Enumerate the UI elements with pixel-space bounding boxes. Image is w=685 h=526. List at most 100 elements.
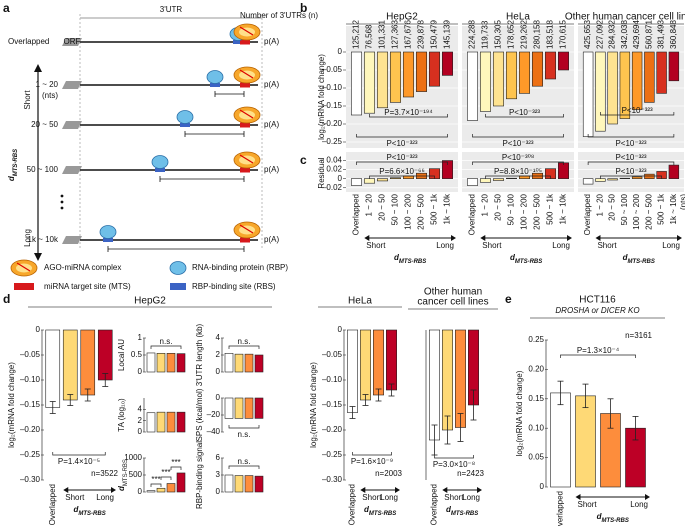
y-axis-label: SPS (kcal/mol) [195, 388, 204, 441]
x-tick-label: 20 ~ 50 [378, 193, 387, 220]
short-label: Short [578, 500, 598, 509]
panel-label: e [505, 292, 512, 306]
y-axis-label: log₂(mRNA fold change) [7, 362, 16, 448]
y-tick-label: 0.20 [528, 365, 544, 374]
y-tick-label: –0.25 [322, 450, 343, 459]
bar [363, 51, 375, 114]
y-axis-text: SPS (kcal/mol) [195, 388, 204, 441]
y-tick-label: –0.05 [20, 350, 41, 359]
bar [45, 329, 61, 408]
annotation: n.s. [238, 337, 251, 346]
x-tick-label: 100 ~ 200 [632, 193, 641, 229]
arrow-head [677, 235, 682, 241]
arrow-head [111, 487, 116, 493]
y-tick-label: 2 [138, 416, 143, 425]
orf [62, 81, 82, 89]
mirna [239, 69, 254, 79]
x-axis-label: dMTS-RBS [510, 253, 542, 264]
bar [156, 487, 166, 493]
ellipsis-dot [60, 206, 64, 210]
short-label: Short [597, 241, 617, 250]
bar [389, 51, 401, 103]
bar [479, 51, 491, 112]
legend-text: RNA-binding protein (RBP) [192, 263, 288, 272]
annotation: P=3.7×10⁻¹⁹⁴ [384, 108, 433, 117]
bar [557, 51, 569, 71]
annotation: P<10⁻³⁰⁸ [502, 153, 534, 162]
y-tick-label: 0 [138, 427, 143, 436]
short-label: Short [482, 241, 502, 250]
ellipsis-dot [60, 200, 64, 204]
row-label: 20 ~ 50 [31, 120, 58, 129]
polya: p(A) [264, 235, 279, 244]
x-tick-label: Overlapped [468, 194, 477, 235]
bar [557, 162, 569, 179]
bracket [356, 134, 448, 138]
mirna [16, 262, 31, 272]
y-tick-label: 0 [338, 47, 343, 56]
short-label: Short [362, 493, 382, 502]
y-tick-label: –0.10 [322, 375, 343, 384]
bracket [170, 466, 182, 470]
bar [244, 475, 254, 493]
bracket [600, 112, 675, 116]
ellipsis-dot [60, 194, 64, 198]
polya: p(A) [264, 37, 279, 46]
bar [582, 178, 594, 185]
y-tick-label: 0 [216, 367, 221, 376]
annotation: P=1.6×10⁻⁹ [351, 457, 393, 466]
y-axis-label: log₂(mRNA fold change) [309, 362, 318, 448]
error-bar [388, 383, 395, 397]
x-tick-label: 20 ~ 50 [494, 193, 503, 220]
annotation: P<10⁻³²³ [509, 108, 540, 117]
bar [441, 160, 453, 179]
n-label: 119,733 [481, 20, 490, 49]
n-label: 127,363 [391, 20, 400, 49]
x-axis-letter: d [597, 512, 603, 521]
bar [582, 51, 594, 137]
error-bar [470, 389, 477, 421]
error-bar [444, 415, 451, 445]
orf [62, 236, 82, 244]
n-label: 284,932 [608, 20, 617, 49]
n-label: 167,676 [404, 20, 413, 49]
arrow-head [595, 235, 601, 241]
chart-title: cancer cell lines [417, 297, 488, 308]
rbp [169, 261, 187, 275]
panel-label: b [300, 1, 307, 15]
y-axis-label: Local AU [117, 339, 126, 371]
x-axis-label: dMTS-RBS [394, 253, 426, 264]
legend-mts [14, 283, 34, 290]
y-tick-label: –0.05 [322, 350, 343, 359]
bracket [434, 455, 474, 459]
bar [176, 353, 186, 373]
long-label: Long [662, 241, 680, 250]
bar [224, 352, 234, 373]
bracket [560, 354, 636, 358]
arrow-head [575, 494, 581, 500]
x-tick-label: 1k ~ 10k [559, 193, 568, 224]
arrow-head [451, 235, 456, 241]
x-tick-label: 100 ~ 200 [520, 193, 529, 229]
subscript: MTS-RBS [628, 259, 655, 265]
y-tick-label: –0.05 [322, 65, 343, 74]
error-bar [102, 373, 109, 387]
y-tick-label: 4 [138, 404, 143, 413]
chart-title: HCT116 [579, 295, 616, 306]
bar [363, 178, 375, 184]
bar [428, 51, 440, 87]
x-axis-label: dMTS-RBS [623, 253, 655, 264]
bracket [369, 175, 435, 179]
bar [531, 51, 543, 87]
bar [402, 175, 414, 179]
bracket [356, 161, 448, 165]
y-tick-label: 0 [36, 325, 41, 334]
x-tick-label: Overlapped [352, 194, 361, 235]
y-tick-label: 2 [216, 350, 221, 359]
bar [372, 329, 384, 396]
annotation: P=8.8×10⁻¹⁰⁵ [494, 167, 542, 176]
x-tick-label: 500 ~ 1k [657, 193, 666, 225]
n-label: 342,038 [620, 20, 629, 49]
y-tick-label: –0.25 [20, 450, 41, 459]
